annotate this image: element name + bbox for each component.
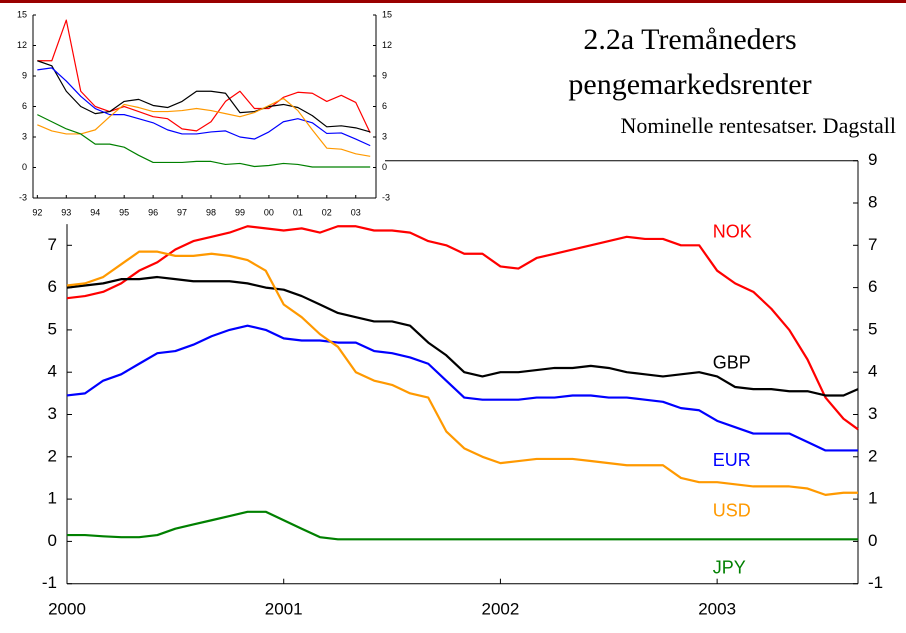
series-label: NOK — [713, 221, 752, 241]
y2-tick-label: 3 — [868, 404, 877, 423]
y-tick-label: -3 — [19, 192, 27, 202]
y-tick-label: 6 — [48, 277, 57, 296]
y-tick-label: 0 — [22, 162, 27, 172]
y-tick-label: 9 — [22, 70, 27, 80]
series-line — [37, 114, 371, 168]
title-line: pengemarkedsrenter — [568, 68, 811, 101]
y2-tick-label: 1 — [868, 489, 877, 508]
y-tick-label: 12 — [17, 40, 27, 50]
series-label: GBP — [713, 352, 751, 372]
y-tick-label: 6 — [22, 101, 27, 111]
series-line — [67, 510, 858, 541]
x-tick-label: 98 — [206, 207, 216, 217]
x-tick-label: 00 — [264, 207, 274, 217]
y-tick-label: 7 — [48, 235, 57, 254]
series-line — [37, 97, 371, 157]
x-tick-label: 95 — [119, 207, 129, 217]
top-rule — [0, 0, 906, 3]
series-line — [66, 225, 859, 431]
x-tick-label: 97 — [177, 207, 187, 217]
y-tick-label: 1 — [48, 489, 57, 508]
series-line — [37, 19, 371, 134]
y2-tick-label: 7 — [868, 235, 877, 254]
series-line — [66, 250, 858, 496]
x-tick-label: 01 — [293, 207, 303, 217]
y2-tick-label: 9 — [382, 70, 387, 80]
y2-tick-label: 5 — [868, 319, 877, 338]
series-label: JPY — [713, 558, 746, 578]
y2-tick-label: 4 — [868, 362, 877, 381]
y-tick-label: -1 — [42, 573, 57, 592]
series-label: USD — [713, 501, 751, 521]
y2-tick-label: -3 — [382, 192, 390, 202]
y-tick-label: 4 — [48, 362, 57, 381]
x-tick-label: 92 — [32, 207, 42, 217]
x-tick-label: 02 — [322, 207, 332, 217]
y2-tick-label: 2 — [868, 446, 877, 465]
x-tick-label: 03 — [351, 207, 361, 217]
y2-tick-label: 3 — [382, 131, 387, 141]
x-tick-label: 94 — [90, 207, 100, 217]
series-line — [66, 275, 859, 397]
y2-tick-label: 0 — [868, 531, 877, 550]
y2-tick-label: 8 — [868, 192, 877, 211]
x-tick-label: 96 — [148, 207, 158, 217]
y2-tick-label: 9 — [868, 150, 877, 169]
x-tick-label: 99 — [235, 207, 245, 217]
y2-tick-label: 15 — [382, 9, 392, 19]
y2-tick-label: 12 — [382, 40, 392, 50]
subtitle: Nominelle rentesatser. Dagstall — [620, 113, 896, 138]
y2-tick-label: 0 — [382, 162, 387, 172]
y2-tick-label: 6 — [382, 101, 387, 111]
y-tick-label: 2 — [48, 446, 57, 465]
x-tick-label: 93 — [61, 207, 71, 217]
y-tick-label: 5 — [48, 319, 57, 338]
x-tick-label: 2001 — [265, 599, 303, 618]
series-line — [37, 67, 371, 147]
x-tick-label: 2002 — [482, 599, 520, 618]
y2-tick-label: 6 — [868, 277, 877, 296]
series-line — [66, 324, 858, 452]
y-tick-label: 3 — [22, 131, 27, 141]
y-tick-label: 15 — [17, 9, 27, 19]
y-tick-label: 0 — [48, 531, 57, 550]
y2-tick-label: -1 — [868, 573, 883, 592]
series-label: EUR — [713, 450, 751, 470]
y-tick-label: 3 — [48, 404, 57, 423]
x-tick-label: 2000 — [48, 599, 86, 618]
title-line: 2.2a Tremåneders — [583, 23, 796, 56]
x-tick-label: 2003 — [698, 599, 736, 618]
series-line — [37, 60, 371, 133]
